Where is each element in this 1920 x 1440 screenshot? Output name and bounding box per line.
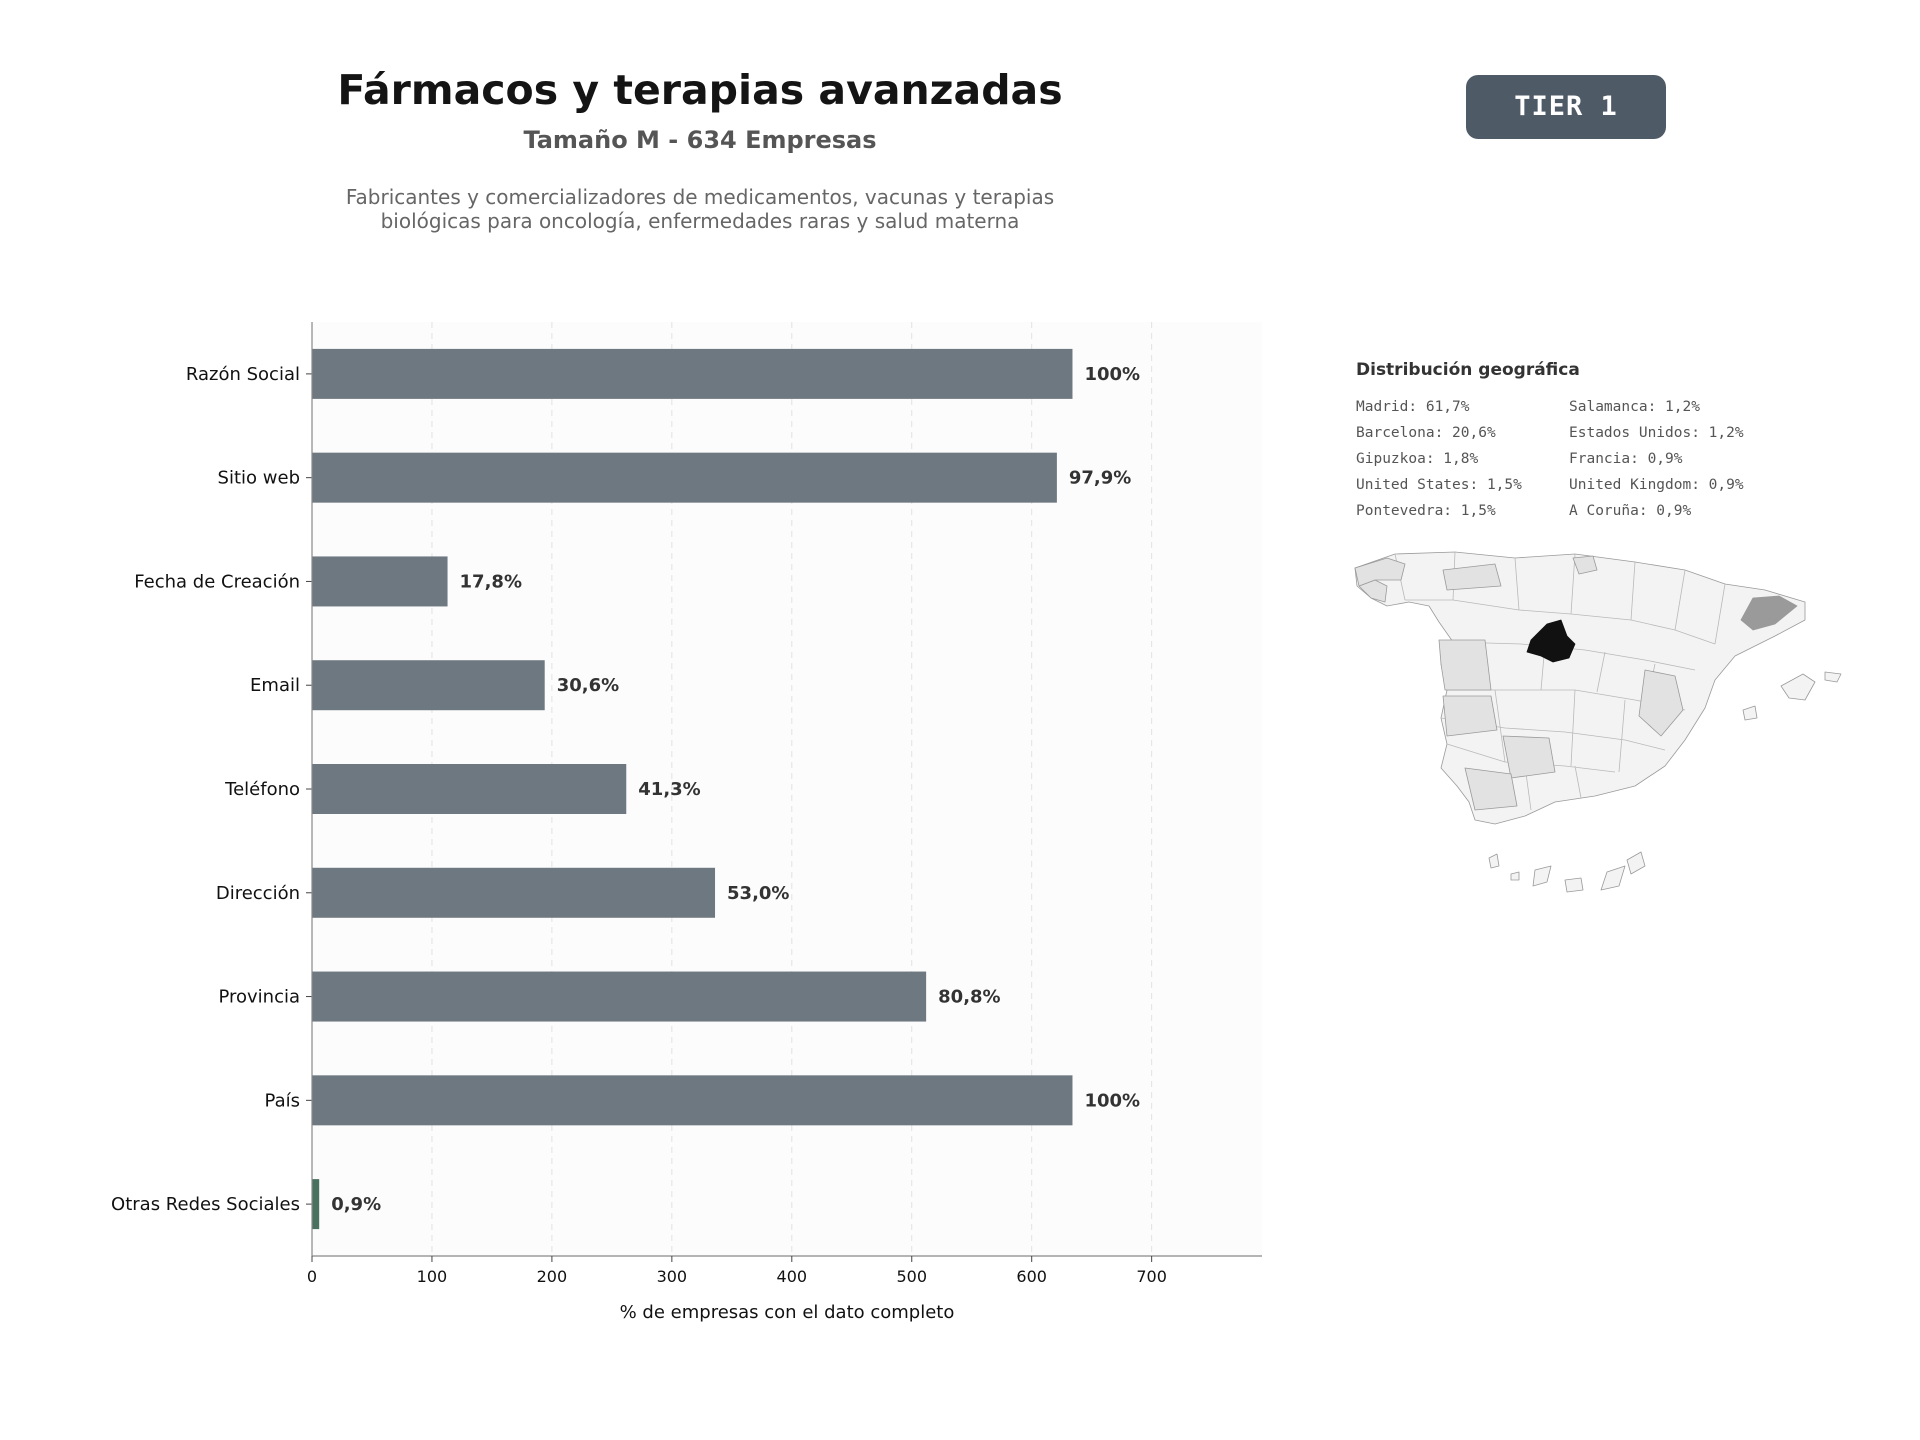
bar [312,764,627,814]
tier-badge: TIER 1 [1466,75,1666,139]
category-label: País [265,1090,300,1111]
data-label: 53,0% [727,883,789,904]
description-line: biológicas para oncología, enfermedades … [380,209,1020,233]
category-label: Razón Social [186,364,300,385]
data-label: 100% [1084,364,1140,385]
bar [312,867,716,918]
geo-distribution-list: Madrid: 61,7% Salamanca: 1,2% Barcelona:… [1356,397,1796,521]
map-region-barcelona [1740,595,1798,631]
map-region-canary-2 [1600,865,1626,891]
bar [312,971,927,1022]
map-region-canary-6 [1488,853,1500,869]
data-label: 80,8% [938,987,1000,1008]
map-region-canary-4 [1532,865,1552,887]
data-label: 100% [1084,1090,1140,1111]
x-tick-label: 300 [657,1267,688,1286]
geo-item: Salamanca: 1,2% [1569,399,1700,415]
category-label: Dirección [216,883,300,904]
data-label: 0,9% [331,1194,381,1215]
geo-item: Madrid: 61,7% [1356,399,1470,415]
page-subtitle: Tamaño M - 634 Empresas [523,126,877,154]
data-label: 30,6% [557,675,619,696]
map-region-ibiza [1742,705,1758,721]
map-region-menorca [1824,671,1842,683]
completeness-bar-chart: Razón Social 100% Sitio web 97,9% Fecha de C… [111,322,1262,1323]
category-label: Provincia [218,987,300,1008]
map-region-madrid [1526,619,1576,663]
category-label: Otras Redes Sociales [111,1194,300,1215]
data-label: 41,3% [638,779,700,800]
geo-item: Francia: 0,9% [1569,451,1683,467]
x-tick-label: 0 [307,1267,317,1286]
map-region-canary-5 [1510,871,1520,881]
map-region-canary-3 [1564,877,1584,893]
geo-item: Barcelona: 20,6% [1356,425,1496,441]
category-label: Sitio web [218,468,300,489]
map-region-caceres [1442,695,1498,737]
geo-distribution-title: Distribución geográfica [1356,360,1580,380]
geo-item: Pontevedra: 1,5% [1356,503,1496,519]
data-label: 97,9% [1069,468,1131,489]
data-label: 17,8% [460,571,522,592]
bar [312,1075,1073,1126]
map-region-cordoba [1502,735,1556,779]
x-tick-label: 100 [417,1267,448,1286]
bar [312,660,545,711]
x-tick-label: 700 [1136,1267,1167,1286]
x-axis-label: % de empresas con el dato completo [620,1302,955,1323]
geo-item: Gipuzkoa: 1,8% [1356,451,1479,467]
geo-item: United States: 1,5% [1356,477,1522,493]
category-label: Email [250,675,300,696]
bar [312,556,448,607]
map-region-peninsula [1354,551,1806,825]
bar [312,348,1073,399]
geo-item: Estados Unidos: 1,2% [1569,425,1744,441]
x-tick-label: 400 [777,1267,808,1286]
page-title: Fármacos y terapias avanzadas [337,66,1063,114]
category-label: Teléfono [224,779,300,800]
map-region-canary-1 [1626,851,1646,875]
bar [312,1179,320,1230]
map-region-mallorca [1780,673,1816,701]
geo-item: United Kingdom: 0,9% [1569,477,1744,493]
bar [312,452,1057,503]
category-label: Fecha de Creación [134,571,300,592]
x-tick-label: 600 [1016,1267,1047,1286]
map-region-valencia [1638,669,1684,737]
x-tick-label: 200 [537,1267,568,1286]
map-region-cantabria [1442,563,1502,591]
description-line: Fabricantes y comercializadores de medic… [345,185,1055,209]
page-description: Fabricantes y comercializadores de medic… [250,185,1150,233]
map-region-salamanca [1438,639,1492,691]
spain-map [1354,551,1842,893]
geo-item: A Coruña: 0,9% [1569,503,1692,519]
map-region-sevilla [1464,767,1518,811]
x-tick-label: 500 [896,1267,927,1286]
map-region-a-coruna [1354,557,1406,587]
map-region-gipuzkoa [1572,555,1598,575]
